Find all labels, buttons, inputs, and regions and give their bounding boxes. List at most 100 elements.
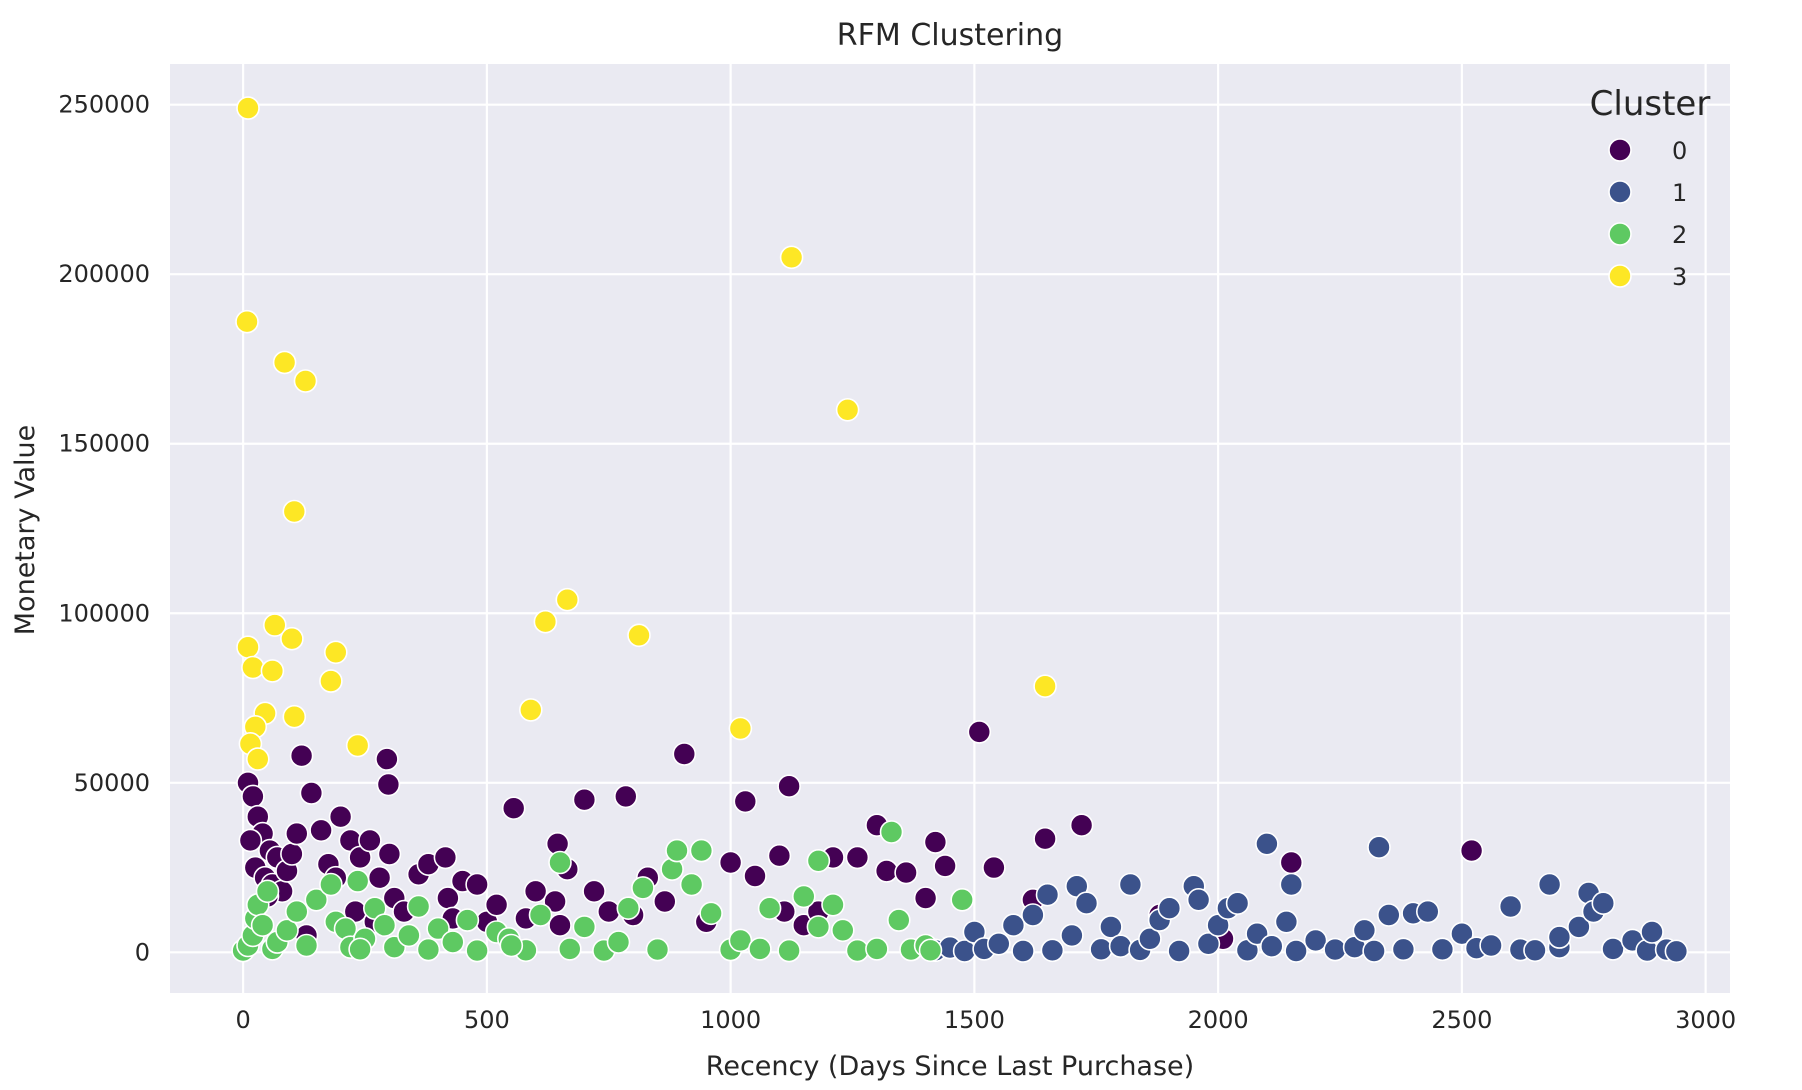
data-point <box>397 923 421 948</box>
data-point <box>1279 850 1304 875</box>
data-point <box>1352 918 1377 943</box>
data-point <box>689 838 714 863</box>
y-tick-label: 150000 <box>58 430 150 458</box>
data-point <box>1284 939 1308 963</box>
data-point <box>528 903 553 927</box>
data-point <box>548 850 572 875</box>
data-point <box>728 928 753 953</box>
data-point <box>806 848 831 873</box>
data-point <box>1255 831 1279 856</box>
data-point <box>806 915 831 939</box>
data-point <box>572 787 597 812</box>
data-point <box>1537 872 1562 897</box>
data-point <box>699 901 723 926</box>
data-point <box>1591 891 1616 916</box>
data-point <box>767 843 792 868</box>
data-point <box>236 96 260 120</box>
data-point <box>1274 909 1299 934</box>
x-tick-label: 2500 <box>1431 1006 1492 1034</box>
data-point <box>1040 938 1065 963</box>
data-point <box>1601 937 1625 961</box>
data-point <box>1567 915 1591 939</box>
data-point <box>821 892 845 917</box>
data-point <box>1069 813 1094 838</box>
x-tick-label: 1500 <box>944 1006 1005 1034</box>
data-point <box>293 369 318 393</box>
data-point <box>548 913 572 938</box>
data-point <box>1367 835 1391 860</box>
data-point <box>323 640 348 665</box>
data-point <box>284 821 309 846</box>
data-point <box>499 933 524 958</box>
data-point <box>358 828 382 853</box>
data-point <box>933 854 957 878</box>
data-point <box>845 938 870 963</box>
data-point <box>255 879 280 904</box>
series-cluster-2 <box>231 820 975 963</box>
data-point <box>743 864 767 888</box>
data-point <box>923 830 948 854</box>
data-point <box>950 887 975 912</box>
data-point <box>376 772 401 797</box>
data-point <box>1138 926 1162 951</box>
data-point <box>1459 838 1484 863</box>
data-point <box>555 587 580 612</box>
series-cluster-3 <box>235 96 1057 771</box>
data-point <box>319 872 343 897</box>
data-point <box>572 915 597 939</box>
data-point <box>275 918 299 943</box>
data-point <box>262 613 287 637</box>
data-point <box>282 499 307 524</box>
y-tick-label: 200000 <box>58 260 150 288</box>
data-point <box>367 865 392 890</box>
data-point <box>260 659 285 683</box>
plot-background <box>170 64 1730 993</box>
data-point <box>1108 934 1133 959</box>
data-point <box>465 872 489 897</box>
data-point <box>1118 872 1143 897</box>
legend: Cluster 0 1 2 3 <box>1590 84 1711 291</box>
data-point <box>1377 903 1401 927</box>
y-axis-title: Monetary Value <box>10 425 41 635</box>
data-point <box>777 938 801 963</box>
data-point <box>348 937 372 962</box>
data-point <box>238 828 263 853</box>
data-point <box>652 889 677 914</box>
data-point <box>606 930 631 954</box>
legend-item: 0 <box>1608 137 1687 165</box>
data-point <box>304 887 329 912</box>
data-point <box>1391 937 1416 962</box>
data-point <box>1089 937 1113 962</box>
data-point <box>1323 937 1347 962</box>
data-point <box>1035 882 1060 907</box>
data-point <box>309 818 333 843</box>
data-point <box>328 804 353 829</box>
data-point <box>918 938 943 963</box>
data-point <box>557 937 582 961</box>
data-point <box>1362 939 1386 963</box>
data-point <box>280 842 304 866</box>
data-point <box>845 845 870 870</box>
data-point <box>645 937 670 962</box>
data-point <box>1186 887 1211 912</box>
data-point <box>1157 896 1182 921</box>
data-point <box>1498 894 1523 919</box>
data-point <box>874 859 899 883</box>
data-point <box>1225 891 1250 916</box>
data-point <box>1664 939 1689 964</box>
data-point <box>236 635 260 660</box>
data-point <box>518 698 543 722</box>
x-tick-label: 3000 <box>1675 1006 1736 1034</box>
data-point <box>613 784 638 809</box>
data-point <box>779 245 804 270</box>
data-point <box>280 626 304 651</box>
chart-title: RFM Clustering <box>837 18 1063 53</box>
points-layer <box>231 96 1689 964</box>
data-point <box>865 937 889 961</box>
data-point <box>1074 891 1099 916</box>
data-point <box>1640 920 1664 944</box>
data-point <box>1523 938 1547 963</box>
data-point <box>728 716 753 741</box>
data-point <box>913 886 938 910</box>
